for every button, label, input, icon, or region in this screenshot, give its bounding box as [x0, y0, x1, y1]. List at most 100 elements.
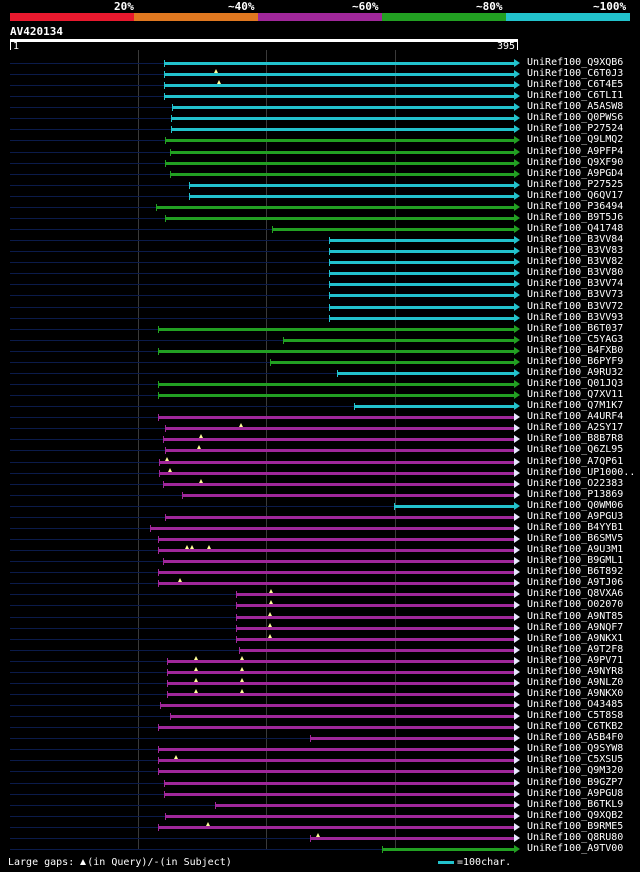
hit-link[interactable]: UniRef100_P36494 [527, 200, 624, 212]
hit-row[interactable]: UniRef100_A5ASW8 [0, 101, 640, 113]
hit-row[interactable]: UniRef100_C5T8S8 [0, 710, 640, 722]
hit-alignment-bar[interactable] [164, 781, 514, 785]
hit-row[interactable]: UniRef100_P27524 [0, 123, 640, 135]
hit-row[interactable]: UniRef100_B9GZP7 [0, 777, 640, 789]
hit-row[interactable]: UniRef100_O02070 [0, 599, 640, 611]
hit-row[interactable]: UniRef100_Q9M320 [0, 765, 640, 777]
hit-alignment-bar[interactable] [166, 659, 514, 663]
hit-alignment-bar[interactable] [189, 183, 514, 187]
hit-alignment-bar[interactable] [157, 416, 514, 420]
hit-link[interactable]: UniRef100_C6T0J3 [527, 68, 624, 80]
hit-row[interactable]: UniRef100_A9PFP4 [0, 146, 640, 158]
hit-alignment-bar[interactable] [165, 216, 514, 220]
hit-row[interactable]: UniRef100_B4YYB1 [0, 522, 640, 534]
hit-row[interactable]: UniRef100_C6T0J3 [0, 68, 640, 80]
hit-link[interactable]: UniRef100_B3VV82 [527, 256, 624, 268]
hit-link[interactable]: UniRef100_A9NT85 [527, 610, 624, 622]
hit-link[interactable]: UniRef100_B6T037 [527, 322, 624, 334]
hit-row[interactable]: UniRef100_Q7XV11 [0, 389, 640, 401]
hit-link[interactable]: UniRef100_B3VV93 [527, 311, 624, 323]
hit-row[interactable]: UniRef100_Q0WM06 [0, 499, 640, 512]
hit-alignment-bar[interactable] [169, 715, 514, 719]
hit-link[interactable]: UniRef100_B6TKL9 [527, 798, 624, 810]
hit-row[interactable]: UniRef100_B9RME5 [0, 821, 640, 833]
hit-row[interactable]: UniRef100_Q8VXA6 [0, 588, 640, 600]
hit-alignment-bar[interactable] [272, 228, 514, 232]
hit-link[interactable]: UniRef100_Q41748 [527, 223, 624, 235]
hit-alignment-bar[interactable] [150, 526, 514, 530]
hit-link[interactable]: UniRef100_B6T892 [527, 566, 624, 578]
hit-alignment-bar[interactable] [336, 371, 514, 375]
hit-row[interactable]: UniRef100_A9T2F8 [0, 643, 640, 656]
hit-link[interactable]: UniRef100_Q7M1K7 [527, 400, 624, 412]
hit-link[interactable]: UniRef100_O43485 [527, 699, 624, 711]
hit-alignment-bar[interactable] [164, 62, 514, 65]
hit-link[interactable]: UniRef100_A9NLZ0 [527, 676, 624, 688]
hit-alignment-bar[interactable] [169, 150, 514, 154]
hit-alignment-bar[interactable] [239, 648, 514, 652]
hit-row[interactable]: UniRef100_C5YAG3 [0, 334, 640, 346]
hit-link[interactable]: UniRef100_B3VV74 [527, 278, 624, 290]
hit-link[interactable]: UniRef100_A9T2F8 [527, 643, 624, 655]
hit-link[interactable]: UniRef100_B8B7R8 [527, 433, 624, 445]
hit-row[interactable]: UniRef100_Q41748 [0, 223, 640, 235]
hit-link[interactable]: UniRef100_C6T4E5 [527, 79, 624, 91]
hit-alignment-bar[interactable] [162, 438, 514, 442]
hit-row[interactable]: UniRef100_Q9XQB2 [0, 809, 640, 822]
hit-alignment-bar[interactable] [162, 560, 514, 564]
hit-row[interactable]: UniRef100_A9NKX1 [0, 633, 640, 645]
hit-row[interactable]: UniRef100_Q0PWS6 [0, 112, 640, 124]
hit-link[interactable]: UniRef100_Q9M320 [527, 765, 624, 777]
hit-link[interactable]: UniRef100_A9NQF7 [527, 621, 624, 633]
hit-alignment-bar[interactable] [166, 692, 514, 696]
hit-row[interactable]: UniRef100_C5XSU5 [0, 754, 640, 766]
hit-link[interactable]: UniRef100_B3VV73 [527, 289, 624, 301]
hit-row[interactable]: UniRef100_B3VV84 [0, 234, 640, 246]
hit-alignment-bar[interactable] [157, 571, 514, 575]
hit-link[interactable]: UniRef100_A9NYR8 [527, 665, 624, 677]
hit-alignment-bar[interactable] [164, 792, 514, 796]
hit-link[interactable]: UniRef100_A9U3M1 [527, 544, 624, 556]
hit-alignment-bar[interactable] [328, 272, 514, 276]
hit-alignment-bar[interactable] [172, 106, 514, 110]
hit-row[interactable]: UniRef100_B8B7R8 [0, 433, 640, 445]
hit-alignment-bar[interactable] [309, 836, 514, 840]
hit-alignment-bar[interactable] [157, 825, 514, 829]
hit-link[interactable]: UniRef100_B6SMV5 [527, 533, 624, 544]
hit-alignment-bar[interactable] [170, 128, 514, 132]
hit-link[interactable]: UniRef100_Q0PWS6 [527, 112, 624, 124]
hit-alignment-bar[interactable] [157, 770, 514, 774]
hit-alignment-bar[interactable] [158, 460, 514, 464]
hit-link[interactable]: UniRef100_Q8RU80 [527, 831, 624, 843]
hit-alignment-bar[interactable] [164, 73, 514, 77]
hit-alignment-bar[interactable] [309, 737, 514, 741]
hit-link[interactable]: UniRef100_Q01JQ3 [527, 378, 624, 390]
hit-link[interactable]: UniRef100_B9T5J6 [527, 211, 624, 223]
hit-row[interactable]: UniRef100_B6T892 [0, 566, 640, 578]
hit-alignment-bar[interactable] [328, 250, 514, 254]
hit-row[interactable]: UniRef100_Q01JQ3 [0, 378, 640, 390]
hit-alignment-bar[interactable] [170, 117, 514, 121]
hit-row[interactable]: UniRef100_B6SMV5 [0, 533, 640, 545]
hit-link[interactable]: UniRef100_A9RU32 [527, 366, 624, 378]
hit-row[interactable]: UniRef100_B6TKL9 [0, 798, 640, 811]
hit-row[interactable]: UniRef100_A9TJ06 [0, 577, 640, 589]
hit-alignment-bar[interactable] [382, 847, 514, 851]
hit-row[interactable]: UniRef100_P13869 [0, 488, 640, 501]
hit-alignment-bar[interactable] [165, 161, 514, 165]
hit-alignment-bar[interactable] [235, 615, 514, 619]
hit-row[interactable]: UniRef100_A9PGD4 [0, 168, 640, 180]
hit-alignment-bar[interactable] [189, 194, 514, 198]
hit-link[interactable]: UniRef100_Q9XQB2 [527, 809, 624, 821]
hit-alignment-bar[interactable] [158, 471, 514, 475]
hit-link[interactable]: UniRef100_Q7XV11 [527, 389, 624, 401]
hit-link[interactable]: UniRef100_Q0WM06 [527, 499, 624, 511]
hit-row[interactable]: UniRef100_Q7M1K7 [0, 400, 640, 412]
hit-alignment-bar[interactable] [328, 283, 514, 287]
hit-alignment-bar[interactable] [235, 604, 514, 608]
hit-link[interactable]: UniRef100_P13869 [527, 488, 624, 500]
hit-alignment-bar[interactable] [235, 626, 514, 630]
hit-alignment-bar[interactable] [165, 515, 514, 519]
hit-alignment-bar[interactable] [165, 814, 514, 818]
hit-link[interactable]: UniRef100_C6TKB2 [527, 721, 624, 733]
